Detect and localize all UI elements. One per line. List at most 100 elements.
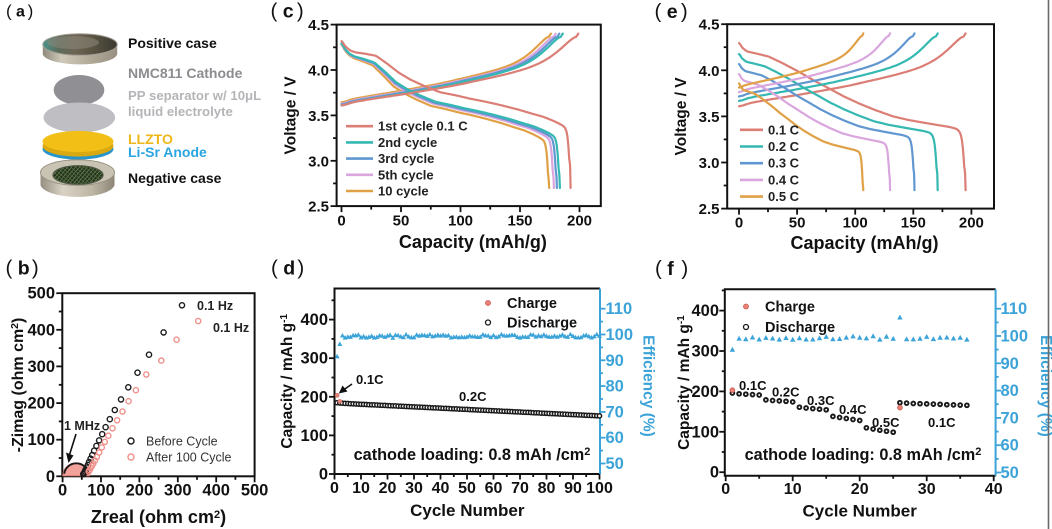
svg-text:4.0: 4.0 (699, 63, 720, 80)
svg-text:90: 90 (564, 480, 582, 497)
svg-text:150: 150 (901, 215, 926, 232)
svg-text:4.5: 4.5 (699, 17, 720, 34)
svg-text:0.3C: 0.3C (807, 393, 835, 408)
svg-text:0.4C: 0.4C (839, 402, 867, 417)
svg-text:e: e (667, 1, 678, 23)
svg-text:1st cycle 0.1 C: 1st cycle 0.1 C (378, 119, 468, 134)
svg-text:400: 400 (202, 482, 230, 500)
svg-text:Cycle Number: Cycle Number (410, 501, 525, 520)
svg-text:500: 500 (241, 482, 269, 500)
svg-text:40: 40 (432, 480, 450, 497)
svg-text:4.5: 4.5 (308, 17, 329, 34)
svg-text:(: ( (6, 257, 13, 280)
svg-text:100: 100 (586, 480, 613, 497)
svg-text:80: 80 (1001, 382, 1019, 400)
svg-text:(: ( (655, 0, 662, 23)
svg-text:0.2 C: 0.2 C (768, 139, 800, 154)
svg-text:Discharge: Discharge (765, 320, 835, 336)
svg-text:NMC811 Cathode: NMC811 Cathode (128, 65, 243, 81)
svg-text:0.1 C: 0.1 C (768, 122, 800, 137)
svg-text:Voltage / V: Voltage / V (673, 77, 690, 156)
svg-text:Li-Sr Anode: Li-Sr Anode (128, 144, 207, 160)
svg-text:): ) (681, 0, 688, 23)
svg-text:): ) (297, 257, 304, 280)
svg-text:50: 50 (606, 455, 624, 473)
svg-text:-Zimag (ohm cm2): -Zimag (ohm cm2) (9, 318, 27, 453)
svg-text:4.0: 4.0 (308, 63, 329, 80)
svg-text:200: 200 (691, 383, 719, 401)
svg-text:): ) (32, 257, 39, 280)
svg-text:300: 300 (164, 482, 192, 500)
svg-text:3.0: 3.0 (308, 153, 329, 170)
svg-text:100: 100 (87, 482, 115, 500)
svg-text:300: 300 (27, 358, 55, 376)
svg-text:90: 90 (1001, 355, 1019, 373)
svg-text:Efficiency (%): Efficiency (%) (1037, 335, 1052, 437)
svg-text:Zreal (ohm cm2): Zreal (ohm cm2) (91, 507, 226, 527)
svg-text:5th cycle: 5th cycle (378, 167, 434, 182)
svg-text:200: 200 (959, 215, 984, 232)
svg-text:d: d (283, 258, 295, 280)
svg-text:Positive case: Positive case (128, 35, 217, 51)
svg-text:50: 50 (789, 215, 806, 232)
svg-text:0.1C: 0.1C (739, 378, 767, 393)
svg-text:After 100 Cycle: After 100 Cycle (146, 451, 232, 465)
svg-text:70: 70 (606, 403, 624, 421)
svg-text:(: ( (655, 257, 662, 280)
svg-text:400: 400 (300, 311, 328, 329)
svg-text:500: 500 (27, 285, 55, 303)
svg-text:60: 60 (1001, 437, 1019, 455)
svg-text:(: ( (271, 0, 278, 23)
svg-text:): ) (28, 2, 34, 21)
svg-text:3rd cycle: 3rd cycle (378, 151, 434, 166)
svg-text:Capacity (mAh/g): Capacity (mAh/g) (790, 233, 938, 253)
svg-text:90: 90 (606, 352, 624, 370)
svg-text:30: 30 (405, 480, 423, 497)
svg-text:1 MHz: 1 MHz (64, 419, 100, 433)
svg-text:100: 100 (691, 423, 719, 441)
svg-text:10: 10 (784, 481, 802, 498)
svg-text:0.2C: 0.2C (772, 385, 800, 400)
svg-text:110: 110 (606, 300, 633, 318)
svg-text:80: 80 (538, 480, 556, 497)
svg-text:Charge: Charge (765, 300, 815, 316)
svg-text:2.5: 2.5 (699, 201, 720, 218)
svg-text:200: 200 (27, 395, 55, 413)
svg-text:100: 100 (448, 213, 473, 230)
svg-text:c: c (283, 1, 294, 23)
svg-text:Capacity / mAh g-1: Capacity / mAh g-1 (676, 315, 693, 450)
svg-text:cathode loading: 0.8 mAh /cm2: cathode loading: 0.8 mAh /cm2 (354, 446, 591, 464)
svg-text:300: 300 (300, 350, 328, 368)
svg-text:400: 400 (27, 321, 55, 339)
svg-text:3.5: 3.5 (699, 109, 720, 126)
svg-text:0.5C: 0.5C (872, 415, 900, 430)
svg-text:Capacity / mAh g-1: Capacity / mAh g-1 (279, 314, 296, 449)
svg-text:40: 40 (985, 481, 1003, 498)
svg-text:2nd cycle: 2nd cycle (378, 135, 437, 150)
svg-text:cathode loading: 0.8 mAh /cm2: cathode loading: 0.8 mAh /cm2 (745, 446, 982, 464)
svg-text:400: 400 (691, 302, 719, 320)
svg-text:Before Cycle: Before Cycle (146, 435, 218, 449)
svg-text:50: 50 (1001, 464, 1019, 482)
svg-text:100: 100 (300, 427, 328, 445)
svg-text:0: 0 (735, 215, 743, 232)
svg-text:LLZTO: LLZTO (128, 131, 173, 147)
svg-text:Efficiency (%): Efficiency (%) (640, 335, 657, 437)
svg-text:3.0: 3.0 (699, 155, 720, 172)
svg-text:): ) (297, 0, 304, 23)
svg-text:Charge: Charge (507, 296, 557, 312)
svg-text:30: 30 (918, 481, 936, 498)
svg-text:f: f (667, 258, 674, 280)
svg-text:110: 110 (1001, 300, 1028, 318)
svg-text:50: 50 (458, 480, 476, 497)
svg-text:60: 60 (485, 480, 503, 497)
svg-text:0: 0 (710, 464, 719, 482)
svg-text:10: 10 (352, 480, 370, 497)
svg-text:a: a (16, 4, 25, 21)
svg-text:0.5 C: 0.5 C (768, 189, 800, 204)
svg-text:20: 20 (379, 480, 397, 497)
svg-text:80: 80 (606, 378, 624, 396)
svg-text:10 cycle: 10 cycle (378, 184, 429, 199)
svg-text:(: ( (271, 257, 278, 280)
svg-text:0.4 C: 0.4 C (768, 172, 800, 187)
